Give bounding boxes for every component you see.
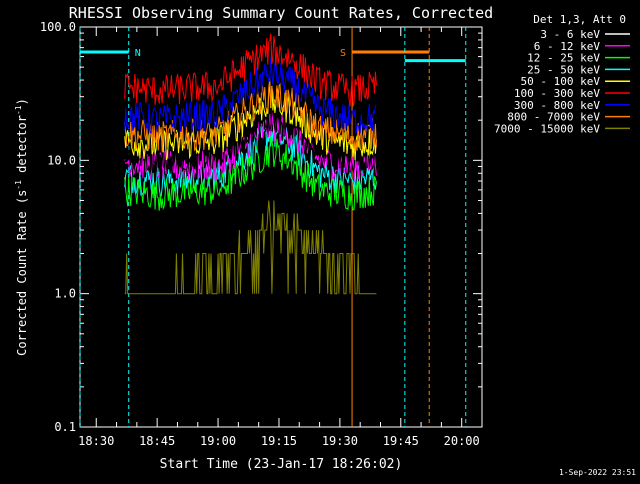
- y-tick-label: 0.1: [54, 420, 76, 434]
- legend-label: 6 - 12 keV: [534, 40, 601, 53]
- legend-label: 100 - 300 keV: [514, 87, 600, 100]
- legend-title: Det 1,3, Att 0: [533, 13, 626, 26]
- x-tick-label: 19:15: [261, 434, 297, 448]
- y-axis-label: Corrected Count Rate (s-1 detector-1): [14, 98, 29, 356]
- x-tick-label: 19:30: [322, 434, 358, 448]
- period-label: N: [135, 48, 141, 59]
- y-tick-label: 100.0: [40, 20, 76, 34]
- series-line: [124, 33, 377, 107]
- series-line: [124, 200, 377, 295]
- chart-title: RHESSI Observing Summary Count Rates, Co…: [69, 4, 493, 22]
- x-tick-label: 19:45: [383, 434, 419, 448]
- series-line: [124, 78, 377, 152]
- axes-layer: 0.1 1.0 10.0 100.0 18:30 18:45 19:00 19:15 19:30…: [40, 20, 483, 448]
- legend-label: 50 - 100 keV: [521, 75, 601, 88]
- y-tick-label: 1.0: [54, 287, 76, 301]
- x-axis-label: Start Time (23-Jan-17 18:26:02): [160, 457, 403, 472]
- x-tick-label: 18:45: [139, 434, 175, 448]
- x-tick-label: 19:00: [200, 434, 236, 448]
- y-tick-label: 10.0: [47, 153, 76, 167]
- legend-label: 300 - 800 keV: [514, 99, 600, 112]
- x-tick-label: 20:00: [444, 434, 480, 448]
- plot-frame: [79, 26, 483, 428]
- series-layer: [124, 33, 377, 295]
- legend-label: 800 - 7000 keV: [507, 111, 600, 124]
- legend-label: 3 - 6 keV: [540, 28, 600, 41]
- footer-timestamp: 1-Sep-2022 23:51: [559, 468, 636, 477]
- series-line: [124, 56, 377, 134]
- series-line: [124, 136, 377, 211]
- x-tick-label: 18:30: [78, 434, 114, 448]
- legend-label: 7000 - 15000 keV: [494, 122, 600, 135]
- series-line: [124, 85, 377, 161]
- period-label: S: [340, 48, 346, 59]
- legend-label: 12 - 25 keV: [527, 52, 600, 65]
- legend-label: 25 - 50 keV: [527, 63, 600, 76]
